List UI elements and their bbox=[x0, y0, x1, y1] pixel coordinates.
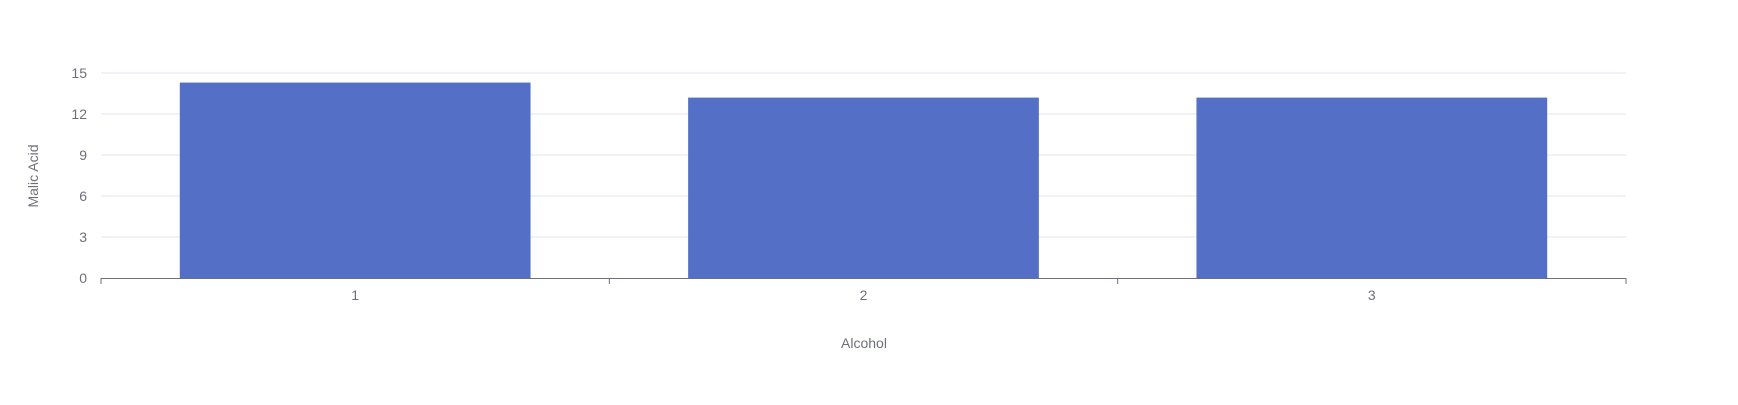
y-tick-label: 3 bbox=[79, 229, 87, 245]
bar-1[interactable] bbox=[179, 82, 531, 278]
x-tick-label: 2 bbox=[860, 287, 868, 303]
y-axis-title: Malic Acid bbox=[25, 144, 41, 207]
y-tick-label: 6 bbox=[79, 188, 87, 204]
y-tick-label: 15 bbox=[71, 65, 87, 81]
bars bbox=[179, 82, 1548, 278]
x-tick-label: 1 bbox=[351, 287, 359, 303]
x-axis-title: Alcohol bbox=[841, 335, 887, 351]
bar-3[interactable] bbox=[1196, 97, 1548, 278]
x-tick-label: 3 bbox=[1368, 287, 1376, 303]
y-tick-labels: 0 3 6 9 12 15 bbox=[71, 65, 87, 286]
axes bbox=[100, 278, 1627, 284]
y-tick-label: 12 bbox=[71, 106, 87, 122]
y-tick-label: 9 bbox=[79, 147, 87, 163]
y-tick-label: 0 bbox=[79, 270, 87, 286]
x-tick-labels: 1 2 3 bbox=[351, 287, 1376, 303]
bar-2[interactable] bbox=[688, 97, 1039, 278]
